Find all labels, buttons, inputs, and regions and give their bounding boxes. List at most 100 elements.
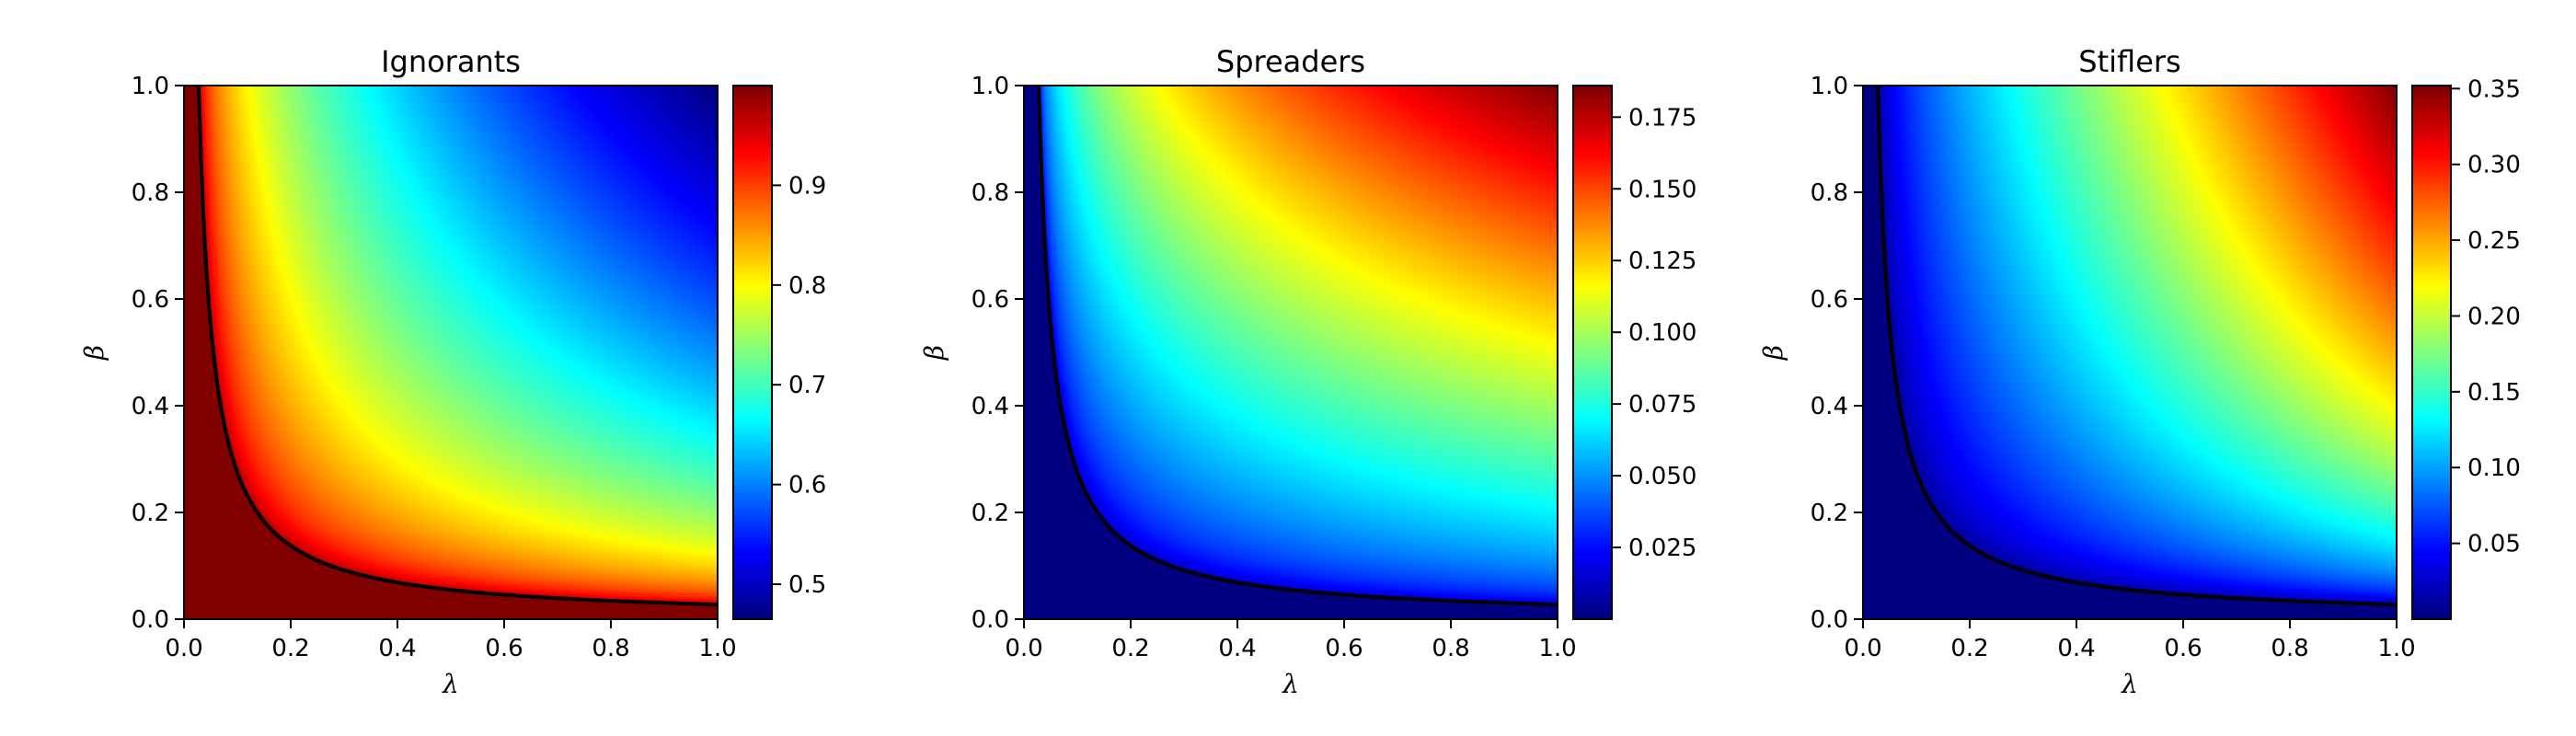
plot-frame	[183, 85, 719, 620]
colorbar-tick-label: 0.10	[2467, 454, 2521, 482]
x-tick-label: 0.6	[1325, 635, 1363, 662]
y-tick-label: 0.4	[1811, 393, 1848, 420]
y-tick-label: 0.8	[132, 179, 169, 207]
x-tick-label: 0.4	[1218, 635, 1256, 662]
colorbar-gradient	[2412, 86, 2451, 619]
x-tick-label: 1.0	[2377, 635, 2415, 662]
y-axis: 0.0 0.2 0.4 0.6 0.8 1.0	[972, 73, 1024, 634]
colorbar-tick-label: 0.25	[2467, 227, 2521, 255]
y-tick-label: 0.2	[132, 500, 169, 527]
plot-frame	[1023, 85, 1558, 620]
heatmap-canvas	[1024, 86, 1558, 619]
threshold-curve	[196, 85, 719, 607]
x-tick-label: 0.4	[378, 635, 416, 662]
x-axis-label: λ	[1282, 669, 1299, 699]
y-tick-label: 0.6	[972, 286, 1009, 314]
colorbar: 0.05 0.10 0.15 0.20 0.25 0.30 0.35	[2411, 75, 2521, 620]
y-tick-label: 1.0	[972, 73, 1009, 100]
colorbar-tick-label: 0.6	[788, 472, 826, 500]
colorbar-tick-label: 0.7	[788, 372, 826, 399]
colorbar-tick-label: 0.35	[2467, 75, 2521, 103]
colorbar-ticks: 0.5 0.6 0.7 0.8 0.9	[772, 172, 826, 599]
colorbar-canvas	[733, 86, 772, 619]
x-tick-label: 1.0	[1538, 635, 1576, 662]
colorbar-tick-label: 0.30	[2467, 152, 2521, 179]
y-tick-label: 0.2	[1811, 500, 1848, 527]
x-tick-label: 0.0	[165, 635, 202, 662]
panel-title: Ignorants	[381, 44, 521, 79]
y-tick-label: 0.8	[1811, 179, 1848, 207]
x-tick-label: 0.8	[592, 635, 629, 662]
y-tick-label: 0.8	[972, 179, 1009, 207]
colorbar-tick-label: 0.025	[1628, 535, 1696, 562]
y-axis: 0.0 0.2 0.4 0.6 0.8 1.0	[132, 73, 184, 634]
y-axis-label: β	[1758, 345, 1788, 361]
colorbar: 0.5 0.6 0.7 0.8 0.9	[732, 85, 826, 620]
x-tick-label: 0.2	[1950, 635, 1988, 662]
colorbar-tick-label: 0.075	[1628, 391, 1696, 419]
x-tick-label: 0.0	[1844, 635, 1881, 662]
y-tick-label: 0.0	[1811, 606, 1848, 634]
x-tick-label: 0.6	[485, 635, 523, 662]
panel-stiflers: Stiflers 0.0 0.2 0.4 0.6 0.8 1.0 λ	[1758, 44, 2521, 699]
y-tick-label: 0.4	[972, 393, 1009, 420]
panel-spreaders: Spreaders 0.0 0.2 0.4 0.6 0.8 1.0 λ	[919, 44, 1696, 699]
colorbar-tick-label: 0.15	[2467, 379, 2521, 407]
y-tick-label: 0.6	[1811, 286, 1848, 314]
heatmap-area	[184, 86, 718, 619]
colorbar-tick-label: 0.175	[1628, 104, 1696, 132]
colorbar-tick-label: 0.125	[1628, 247, 1696, 275]
heatmap-canvas	[1863, 86, 2397, 619]
y-tick-label: 0.4	[132, 393, 169, 420]
y-tick-label: 0.6	[132, 286, 169, 314]
colorbar-gradient	[1573, 86, 1612, 619]
heatmap-canvas	[184, 86, 718, 619]
colorbar-canvas	[1573, 86, 1612, 619]
colorbar-frame	[732, 85, 773, 620]
panel-title: Spreaders	[1216, 44, 1365, 79]
panel-ignorants: Ignorants 0.0 0.2 0.4 0.6 0.8 1.0 λ	[79, 44, 826, 699]
colorbar-tick-label: 0.05	[2467, 531, 2521, 558]
x-tick-label: 0.6	[2164, 635, 2202, 662]
x-tick-label: 0.2	[271, 635, 309, 662]
x-tick-label: 0.0	[1005, 635, 1042, 662]
plot-frame	[1862, 85, 2398, 620]
y-axis-label: β	[919, 345, 949, 361]
panel-title: Stiflers	[2078, 44, 2180, 79]
colorbar-frame	[2411, 85, 2452, 620]
colorbar-frame	[1572, 85, 1613, 620]
x-axis: 0.0 0.2 0.4 0.6 0.8 1.0	[1844, 619, 2416, 662]
y-tick-label: 1.0	[132, 73, 169, 100]
x-axis-label: λ	[2121, 669, 2138, 699]
x-tick-label: 0.4	[2057, 635, 2095, 662]
x-tick-label: 1.0	[698, 635, 736, 662]
colorbar-gradient	[733, 86, 772, 619]
x-axis-label: λ	[442, 669, 459, 699]
y-tick-label: 1.0	[1811, 73, 1848, 100]
colorbar-ticks: 0.025 0.050 0.075 0.100 0.125 0.150 0.175	[1612, 104, 1696, 562]
colorbar-tick-label: 0.8	[788, 272, 826, 300]
colorbar-tick-label: 0.100	[1628, 319, 1696, 347]
x-axis: 0.0 0.2 0.4 0.6 0.8 1.0	[165, 619, 737, 662]
threshold-curve	[1036, 85, 1558, 607]
colorbar-ticks: 0.05 0.10 0.15 0.20 0.25 0.30 0.35	[2451, 75, 2521, 558]
colorbar-tick-label: 0.9	[788, 172, 826, 200]
colorbar-tick-label: 0.20	[2467, 303, 2521, 330]
colorbar-canvas	[2412, 86, 2451, 619]
x-tick-label: 0.8	[2271, 635, 2308, 662]
colorbar-tick-label: 0.5	[788, 571, 826, 599]
colorbar: 0.025 0.050 0.075 0.100 0.125 0.150 0.175	[1572, 85, 1696, 620]
heatmap-area	[1024, 86, 1558, 619]
x-axis: 0.0 0.2 0.4 0.6 0.8 1.0	[1005, 619, 1577, 662]
y-axis-label: β	[79, 345, 109, 361]
x-tick-label: 0.2	[1111, 635, 1149, 662]
y-tick-label: 0.0	[972, 606, 1009, 634]
x-tick-label: 0.8	[1432, 635, 1469, 662]
y-axis: 0.0 0.2 0.4 0.6 0.8 1.0	[1811, 73, 1863, 634]
heatmap-area	[1863, 86, 2397, 619]
colorbar-tick-label: 0.050	[1628, 463, 1696, 490]
y-tick-label: 0.2	[972, 500, 1009, 527]
threshold-curve	[1875, 85, 2398, 607]
y-tick-label: 0.0	[132, 606, 169, 634]
